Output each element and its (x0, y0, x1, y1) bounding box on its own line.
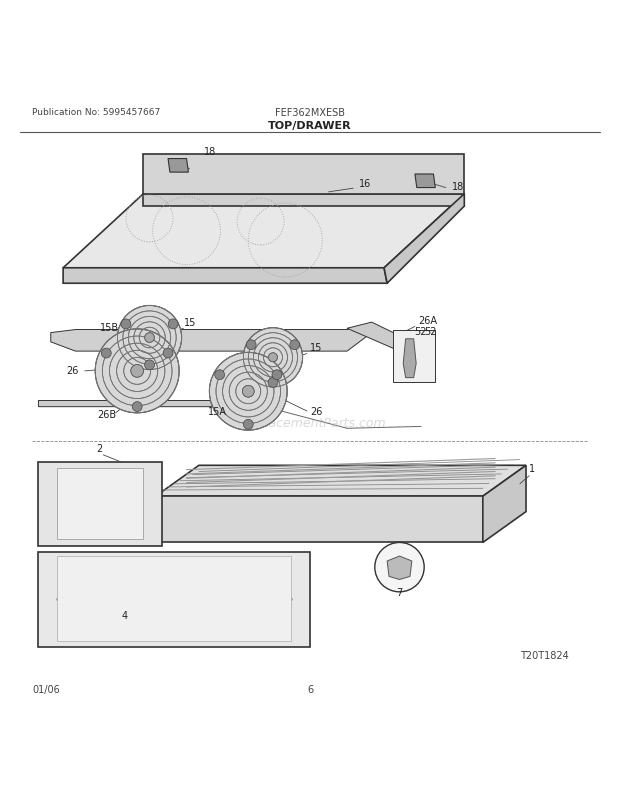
Text: 18: 18 (204, 147, 216, 156)
Text: 6: 6 (307, 684, 313, 694)
Circle shape (144, 334, 154, 343)
Text: 26: 26 (310, 407, 322, 416)
Polygon shape (143, 155, 464, 195)
Circle shape (243, 328, 303, 387)
Text: 18: 18 (452, 181, 464, 192)
Polygon shape (51, 324, 372, 352)
Circle shape (210, 353, 287, 431)
Text: 1: 1 (529, 464, 535, 474)
Circle shape (246, 340, 256, 350)
Text: 16: 16 (360, 179, 371, 188)
Polygon shape (63, 269, 387, 284)
Circle shape (132, 402, 142, 412)
Polygon shape (168, 160, 188, 173)
Circle shape (290, 340, 299, 350)
Text: 26A: 26A (418, 316, 437, 326)
Circle shape (121, 319, 131, 330)
Polygon shape (347, 322, 421, 353)
Circle shape (242, 386, 254, 398)
Circle shape (215, 371, 224, 380)
Polygon shape (384, 195, 464, 284)
Text: 52: 52 (414, 326, 426, 336)
Text: T20T1824: T20T1824 (520, 650, 569, 660)
Text: 15B: 15B (100, 322, 119, 332)
Text: FEF362MXESB: FEF362MXESB (275, 108, 345, 118)
Text: 01/06: 01/06 (32, 684, 60, 694)
Polygon shape (387, 557, 412, 580)
Polygon shape (38, 552, 310, 647)
Text: 15: 15 (184, 318, 196, 328)
Polygon shape (57, 469, 143, 540)
Text: Publication No: 5995457667: Publication No: 5995457667 (32, 108, 161, 117)
Circle shape (268, 378, 278, 388)
Circle shape (95, 330, 179, 413)
Polygon shape (156, 466, 526, 496)
Circle shape (163, 349, 173, 358)
Circle shape (117, 306, 182, 371)
Circle shape (168, 319, 178, 330)
Text: eReplacementParts.com: eReplacementParts.com (234, 416, 386, 429)
Circle shape (144, 360, 154, 371)
Polygon shape (403, 339, 416, 379)
Circle shape (101, 349, 111, 358)
Text: 2: 2 (95, 444, 102, 454)
Text: 7: 7 (396, 587, 402, 597)
Text: 52: 52 (424, 326, 436, 336)
Polygon shape (143, 195, 464, 207)
Text: 26: 26 (66, 365, 79, 375)
Polygon shape (38, 396, 267, 407)
Polygon shape (38, 463, 162, 546)
FancyBboxPatch shape (393, 330, 435, 383)
Polygon shape (483, 466, 526, 543)
Polygon shape (415, 175, 435, 188)
Text: 15A: 15A (208, 407, 227, 416)
Text: 15: 15 (310, 342, 322, 352)
Circle shape (375, 543, 424, 592)
Text: 26B: 26B (97, 409, 116, 419)
Circle shape (268, 354, 277, 363)
Polygon shape (415, 354, 433, 364)
Text: 4: 4 (122, 610, 128, 620)
Polygon shape (63, 195, 464, 269)
Polygon shape (57, 557, 291, 642)
Circle shape (243, 419, 253, 430)
Circle shape (272, 371, 282, 380)
Circle shape (131, 365, 143, 378)
Text: TOP/DRAWER: TOP/DRAWER (268, 120, 352, 131)
Polygon shape (156, 496, 483, 543)
